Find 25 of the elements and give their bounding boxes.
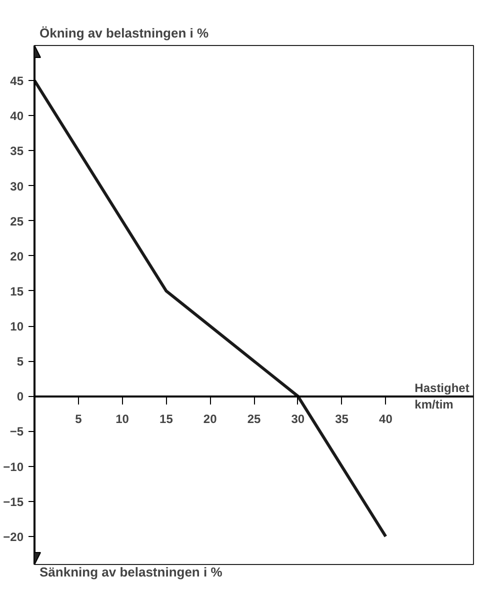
x-tick-label: 40 bbox=[379, 412, 393, 426]
x-tick-label: 15 bbox=[160, 412, 174, 426]
y-tick-label: 0 bbox=[16, 390, 24, 404]
y-tick-label: 35 bbox=[10, 144, 24, 158]
y-tick-label: 5 bbox=[16, 354, 24, 369]
y-axis-title: Ökning av belastningen i % bbox=[40, 26, 209, 40]
y-tick-label: −10 bbox=[3, 460, 24, 474]
x-tick-label: 10 bbox=[116, 412, 130, 426]
y-tick-label: 40 bbox=[10, 109, 24, 124]
y-tick-label: −15 bbox=[3, 494, 24, 509]
x-tick-label: 5 bbox=[75, 412, 82, 426]
y-tick-label: −5 bbox=[10, 424, 24, 439]
y-tick-label: −20 bbox=[3, 530, 24, 544]
x-axis-title: Hastighet km/tim bbox=[414, 380, 470, 412]
y-tick-label: 15 bbox=[10, 284, 24, 298]
y-tick-label: 20 bbox=[10, 249, 24, 264]
x-tick-label: 30 bbox=[291, 412, 305, 426]
x-tick-label: 35 bbox=[335, 412, 349, 426]
x-tick-label: 25 bbox=[247, 412, 261, 426]
y-tick-label: 30 bbox=[10, 179, 24, 194]
y-tick-label: 10 bbox=[10, 320, 24, 334]
y-tick-label: 25 bbox=[10, 214, 24, 228]
x-tick-label: 20 bbox=[203, 412, 218, 426]
annotation: Sänkning av belastningen i % bbox=[40, 564, 223, 580]
y-tick-label: 45 bbox=[10, 74, 24, 88]
